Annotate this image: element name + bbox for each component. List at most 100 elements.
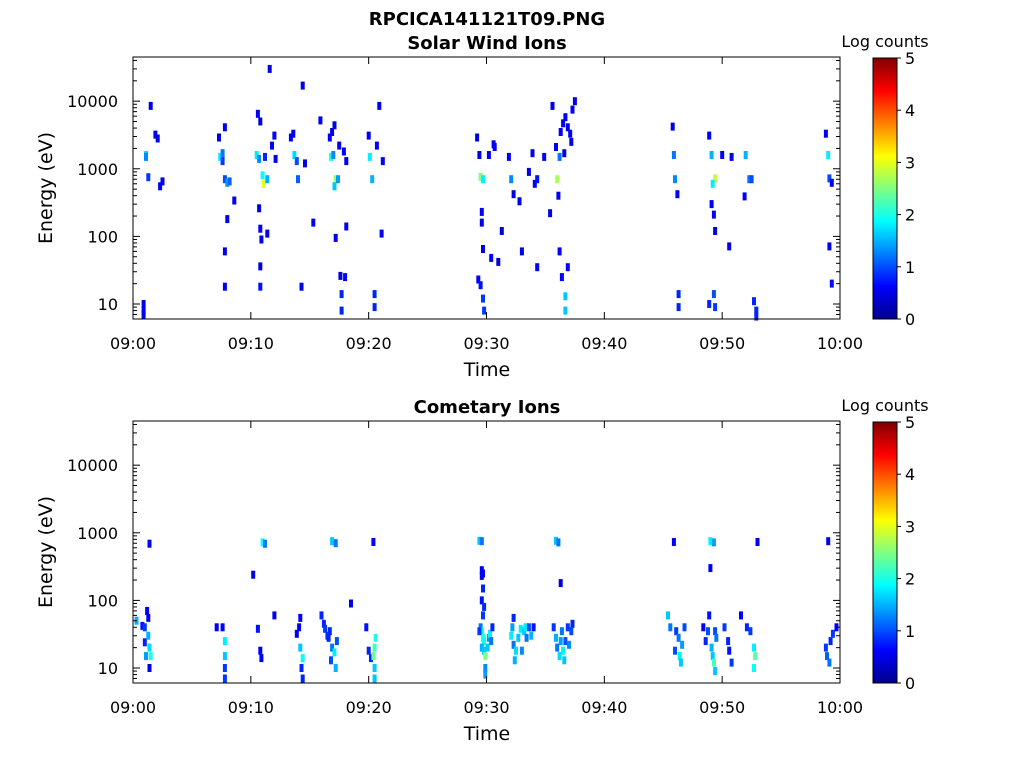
heatmap-cell	[258, 224, 263, 233]
x-tick-label: 09:40	[581, 698, 627, 717]
heatmap-cell	[676, 290, 681, 299]
heatmap-cell	[300, 81, 305, 90]
heatmap-cell	[556, 538, 561, 547]
heatmap-cell	[670, 122, 675, 131]
heatmap-cell	[710, 179, 715, 188]
heatmap-cell	[565, 123, 570, 132]
heatmap-cell	[227, 177, 232, 186]
heatmap-cell	[292, 151, 297, 159]
colorbar-tick-label: 1	[905, 622, 915, 641]
heatmap-cell	[532, 179, 537, 188]
heatmap-cell	[479, 627, 484, 636]
heatmap-cell	[217, 133, 221, 142]
heatmap-cell	[554, 143, 558, 151]
heatmap-cell	[481, 294, 485, 303]
colorbar-tick-label: 0	[905, 674, 915, 693]
heatmap-cell	[729, 658, 734, 667]
heatmap-cell	[554, 633, 558, 642]
heatmap-cell	[517, 197, 522, 206]
heatmap-cell	[743, 151, 748, 159]
heatmap-cell	[319, 611, 324, 620]
heatmap-cell	[291, 129, 296, 138]
heatmap-cell	[753, 652, 758, 661]
heatmap-cell	[222, 282, 227, 291]
heatmap-cell	[255, 109, 260, 118]
heatmap-cell	[703, 637, 708, 646]
heatmap-cell	[343, 273, 348, 282]
heatmap-cell	[830, 629, 835, 638]
heatmap-cell	[222, 637, 227, 646]
solar-wind-y-axis: 10 100 1000 10000	[67, 59, 840, 320]
heatmap-cell	[141, 300, 146, 308]
y-tick-label: 100	[87, 227, 118, 246]
heatmap-cell	[344, 157, 349, 166]
heatmap-cell	[222, 652, 227, 661]
heatmap-cell	[482, 637, 487, 646]
heatmap-cell	[554, 536, 558, 545]
heatmap-cell	[561, 646, 566, 655]
heatmap-cell	[506, 152, 511, 161]
heatmap-cell	[565, 263, 570, 272]
heatmap-cell	[671, 538, 676, 546]
heatmap-cell	[563, 113, 568, 122]
heatmap-cell	[364, 623, 369, 632]
solar-wind-x-label: Time	[463, 359, 511, 381]
heatmap-cell	[708, 537, 713, 546]
heatmap-cell	[561, 119, 566, 128]
heatmap-cell	[214, 623, 219, 632]
heatmap-cell	[713, 667, 718, 676]
heatmap-cell	[259, 235, 264, 244]
heatmap-cell	[526, 167, 531, 176]
heatmap-cell	[147, 539, 152, 548]
x-tick-label: 10:00	[817, 334, 863, 353]
heatmap-cell	[709, 151, 714, 159]
heatmap-cell	[563, 306, 568, 315]
heatmap-cell	[296, 175, 300, 184]
heatmap-cell	[371, 538, 376, 546]
heatmap-cell	[707, 611, 712, 620]
heatmap-cell	[225, 178, 230, 187]
cometary-colorbar-ticks: 0 1 2 3 4 5	[897, 413, 915, 693]
heatmap-cell	[569, 137, 574, 146]
heatmap-cell	[568, 129, 573, 138]
solar-wind-heatmap	[141, 64, 834, 321]
heatmap-cell	[492, 143, 497, 151]
heatmap-cell	[379, 229, 384, 238]
heatmap-cell	[299, 664, 304, 672]
heatmap-cell	[255, 624, 260, 633]
heatmap-cell	[519, 247, 524, 256]
heatmap-cell	[535, 175, 540, 184]
heatmap-cell	[829, 279, 834, 288]
heatmap-cell	[476, 275, 481, 284]
heatmap-cell	[220, 149, 225, 158]
heatmap-cell	[559, 273, 564, 282]
heatmap-cell	[709, 200, 714, 209]
heatmap-cell	[739, 611, 743, 620]
heatmap-cell	[146, 173, 151, 182]
heatmap-cell	[220, 157, 225, 166]
heatmap-cell	[478, 281, 483, 290]
heatmap-cell	[558, 128, 563, 136]
y-tick-label: 10000	[67, 92, 118, 111]
heatmap-cell	[258, 646, 263, 655]
heatmap-cell	[332, 182, 337, 191]
heatmap-cell	[303, 159, 307, 168]
heatmap-cell	[677, 652, 682, 661]
cometary-colorbar	[872, 421, 898, 684]
heatmap-cell	[222, 247, 227, 256]
heatmap-cell	[222, 123, 227, 132]
heatmap-cell	[488, 629, 492, 638]
heatmap-cell	[369, 654, 373, 663]
panel-title-solar-wind: Solar Wind Ions	[407, 33, 566, 54]
heatmap-cell	[823, 129, 828, 138]
heatmap-cell	[329, 656, 333, 665]
heatmap-cell	[514, 646, 518, 655]
heatmap-cell	[371, 652, 376, 661]
heatmap-cell	[825, 652, 829, 661]
heatmap-cell	[298, 643, 303, 652]
heatmap-cell	[567, 640, 571, 649]
heatmap-cell	[232, 196, 237, 205]
heatmap-cell	[752, 643, 756, 652]
